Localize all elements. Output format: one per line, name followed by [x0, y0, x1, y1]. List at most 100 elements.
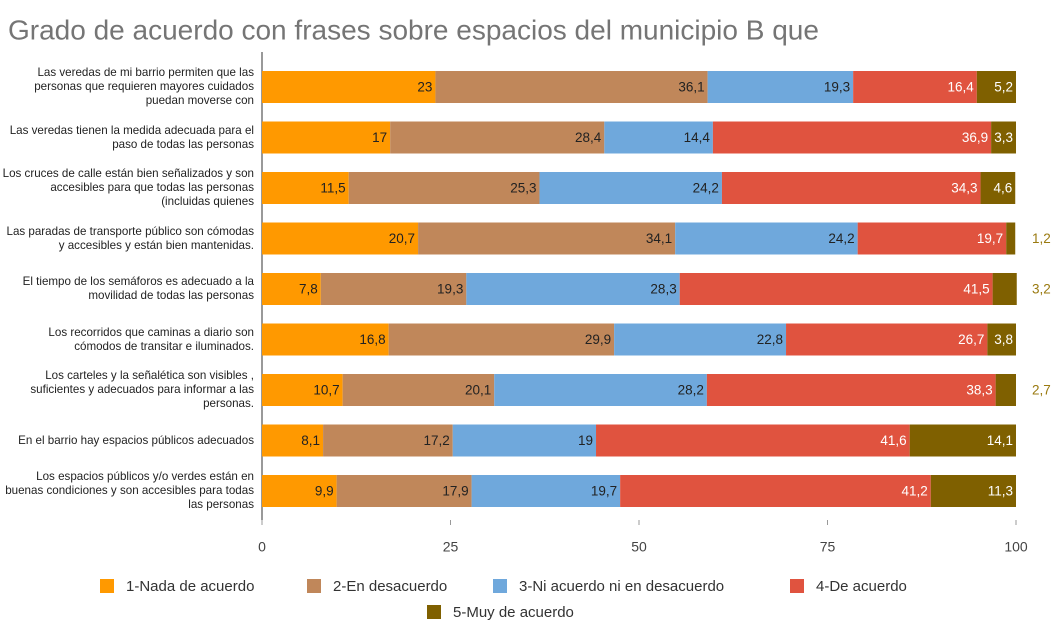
bar-segment — [707, 71, 854, 103]
value-label: 41,2 — [902, 484, 928, 499]
value-label: 36,9 — [962, 130, 988, 145]
bar-segment — [930, 475, 1016, 507]
value-label: 19 — [578, 433, 593, 448]
value-label: 28,2 — [678, 383, 704, 398]
x-tick-label: 0 — [258, 539, 266, 555]
value-label: 17,9 — [442, 484, 468, 499]
value-label: 23 — [417, 80, 432, 95]
bar-segment — [336, 475, 472, 507]
bar-segment — [262, 323, 389, 356]
value-label: 16,8 — [359, 332, 385, 347]
value-label: 3,2 — [1032, 282, 1051, 297]
bar-segment — [494, 374, 707, 406]
bar-segment — [1006, 222, 1016, 255]
value-label: 24,2 — [693, 181, 719, 196]
legend-label: 1-Nada de acuerdo — [126, 578, 254, 595]
legend-swatch — [493, 579, 507, 593]
value-label: 17,2 — [423, 433, 449, 448]
legend-label: 2-En desacuerdo — [333, 578, 447, 595]
value-label: 8,1 — [301, 433, 320, 448]
bar-segment — [323, 424, 453, 457]
bar-segment — [471, 475, 621, 507]
value-label: 28,4 — [575, 130, 602, 145]
value-label: 14,1 — [987, 433, 1013, 448]
bar-segment — [706, 374, 996, 406]
category-text: Las paradas de transporte público son có… — [6, 224, 255, 252]
category-label: Las veredas tienen la medida adecuada pa… — [0, 117, 254, 159]
category-label: Los cruces de calle están bien señalizad… — [0, 167, 254, 209]
bar-segment — [262, 121, 391, 154]
bar-segment — [262, 273, 321, 305]
value-label: 1,2 — [1032, 231, 1051, 246]
value-label: 19,7 — [977, 231, 1003, 246]
category-text: En el barrio hay espacios públicos adecu… — [18, 433, 254, 447]
bar-segment — [262, 172, 349, 204]
bar-segment — [262, 374, 343, 406]
category-label: Los recorridos que caminas a diario son … — [0, 319, 254, 361]
bar-segment — [604, 121, 713, 154]
bar-segment — [418, 222, 676, 255]
category-label: Los carteles y la señalética son visible… — [0, 369, 254, 411]
value-label: 41,5 — [963, 282, 989, 297]
category-text: Los cruces de calle están bien señalizad… — [2, 167, 254, 208]
bar-segment — [987, 323, 1016, 356]
value-label: 16,4 — [948, 80, 975, 95]
legend-swatch — [427, 605, 441, 619]
bar-segment — [976, 71, 1016, 103]
bar-segment — [388, 323, 615, 356]
x-tick-label: 75 — [820, 539, 836, 555]
value-label: 34,1 — [646, 231, 672, 246]
category-label: En el barrio hay espacios públicos adecu… — [0, 420, 254, 462]
category-label: El tiempo de los semáforos es adecuado a… — [0, 268, 254, 310]
value-label: 14,4 — [684, 130, 711, 145]
bar-segment — [909, 424, 1016, 457]
category-text: Los espacios públicos y/o verdes están e… — [5, 470, 254, 511]
value-label: 20,7 — [389, 231, 415, 246]
bar-segment — [262, 222, 419, 255]
bar-segment — [262, 475, 337, 507]
value-label: 3,3 — [994, 130, 1013, 145]
bar-segment — [995, 374, 1016, 406]
bar-segment — [679, 273, 993, 305]
legend-swatch — [100, 579, 114, 593]
legend-swatch — [790, 579, 804, 593]
value-label: 25,3 — [510, 181, 536, 196]
value-label: 19,7 — [591, 484, 617, 499]
legend-label: 3-Ni acuerdo ni en desacuerdo — [519, 578, 724, 595]
x-tick-label: 25 — [443, 539, 459, 555]
bar-segment — [721, 172, 981, 204]
bar-segment — [991, 121, 1016, 154]
legend-label: 5-Muy de acuerdo — [453, 604, 574, 621]
value-label: 2,7 — [1032, 383, 1051, 398]
legend-swatch — [307, 579, 321, 593]
bar-segment — [857, 222, 1007, 255]
value-label: 11,3 — [988, 484, 1013, 499]
bar-segment — [452, 424, 597, 457]
bar-segment — [435, 71, 708, 103]
bar-segment — [539, 172, 722, 204]
value-label: 22,8 — [757, 332, 783, 347]
value-label: 34,3 — [951, 181, 977, 196]
value-label: 9,9 — [315, 484, 334, 499]
bar-segment — [596, 424, 910, 457]
value-label: 19,3 — [437, 282, 463, 297]
bar-segment — [320, 273, 467, 305]
category-text: Los recorridos que caminas a diario son … — [48, 325, 254, 353]
value-label: 11,5 — [320, 181, 345, 196]
bar-segment — [675, 222, 858, 255]
bar-segment — [614, 323, 787, 356]
value-label: 26,7 — [958, 332, 984, 347]
bar-segment — [262, 424, 324, 457]
value-label: 3,8 — [994, 332, 1013, 347]
category-text: El tiempo de los semáforos es adecuado a… — [22, 275, 254, 302]
bar-segment — [992, 273, 1017, 305]
legend-label: 4-De acuerdo — [816, 578, 907, 595]
bar-segment — [712, 121, 992, 154]
x-tick-label: 50 — [631, 539, 647, 555]
value-label: 10,7 — [313, 383, 339, 398]
value-label: 29,9 — [585, 332, 611, 347]
bar-segment — [620, 475, 931, 507]
category-label: Las veredas de mi barrio permiten que la… — [0, 66, 254, 108]
